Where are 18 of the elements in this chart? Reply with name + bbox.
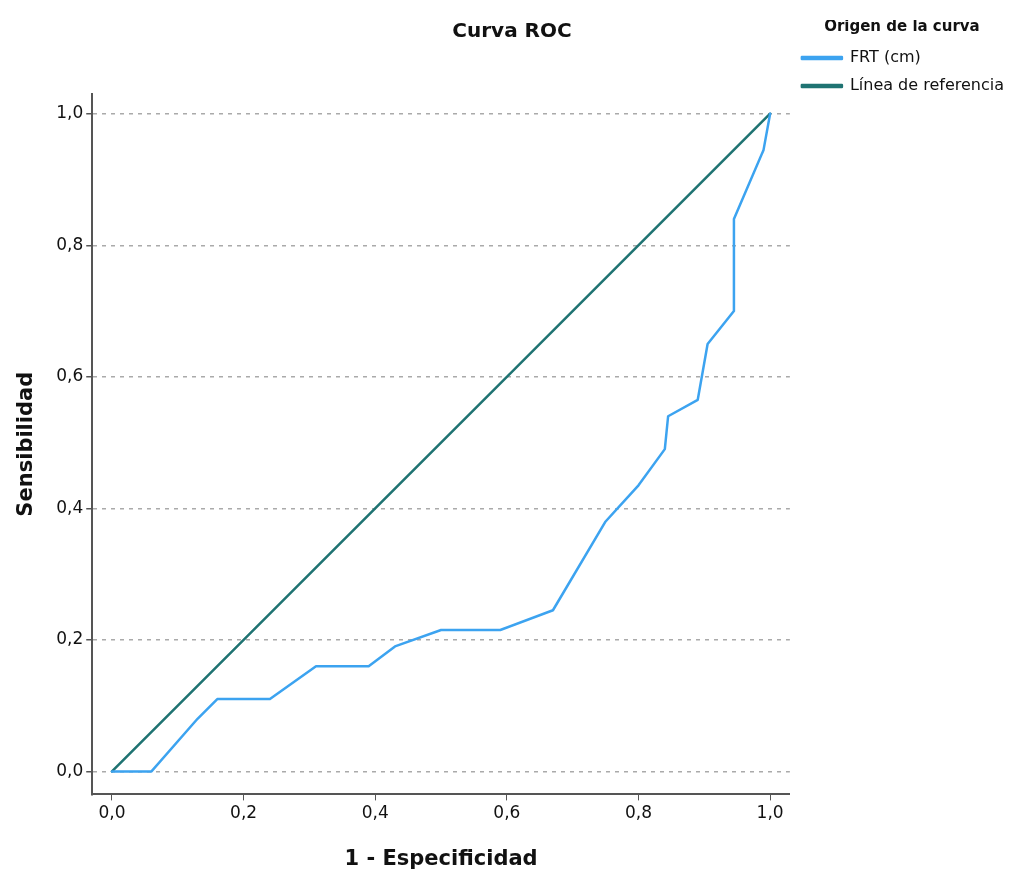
legend-label: FRT (cm) bbox=[849, 47, 921, 67]
y-tick-label: 0,8 bbox=[56, 233, 84, 254]
y-tick-label: 0,2 bbox=[56, 628, 84, 649]
y-tick-label: 0,6 bbox=[56, 365, 84, 386]
y-tick-label: 0,0 bbox=[56, 759, 84, 780]
legend-title: Origen de la curva bbox=[824, 17, 980, 36]
x-tick-label: 0,6 bbox=[493, 802, 521, 823]
x-tick-label: 0,4 bbox=[361, 802, 389, 823]
x-tick-label: 1,0 bbox=[756, 802, 784, 823]
x-axis-title: 1 - Especificidad bbox=[344, 845, 538, 870]
x-tick-label: 0,8 bbox=[624, 802, 653, 823]
x-tick-label: 0,2 bbox=[230, 802, 258, 823]
x-tick-label: 0,0 bbox=[98, 802, 126, 823]
y-tick-label: 0,4 bbox=[56, 496, 84, 517]
legend-label: Línea de referencia bbox=[849, 75, 1004, 95]
y-axis-title: Sensibilidad bbox=[13, 371, 38, 517]
chart-title: Curva ROC bbox=[452, 18, 572, 43]
y-tick-label: 1,0 bbox=[56, 102, 84, 123]
